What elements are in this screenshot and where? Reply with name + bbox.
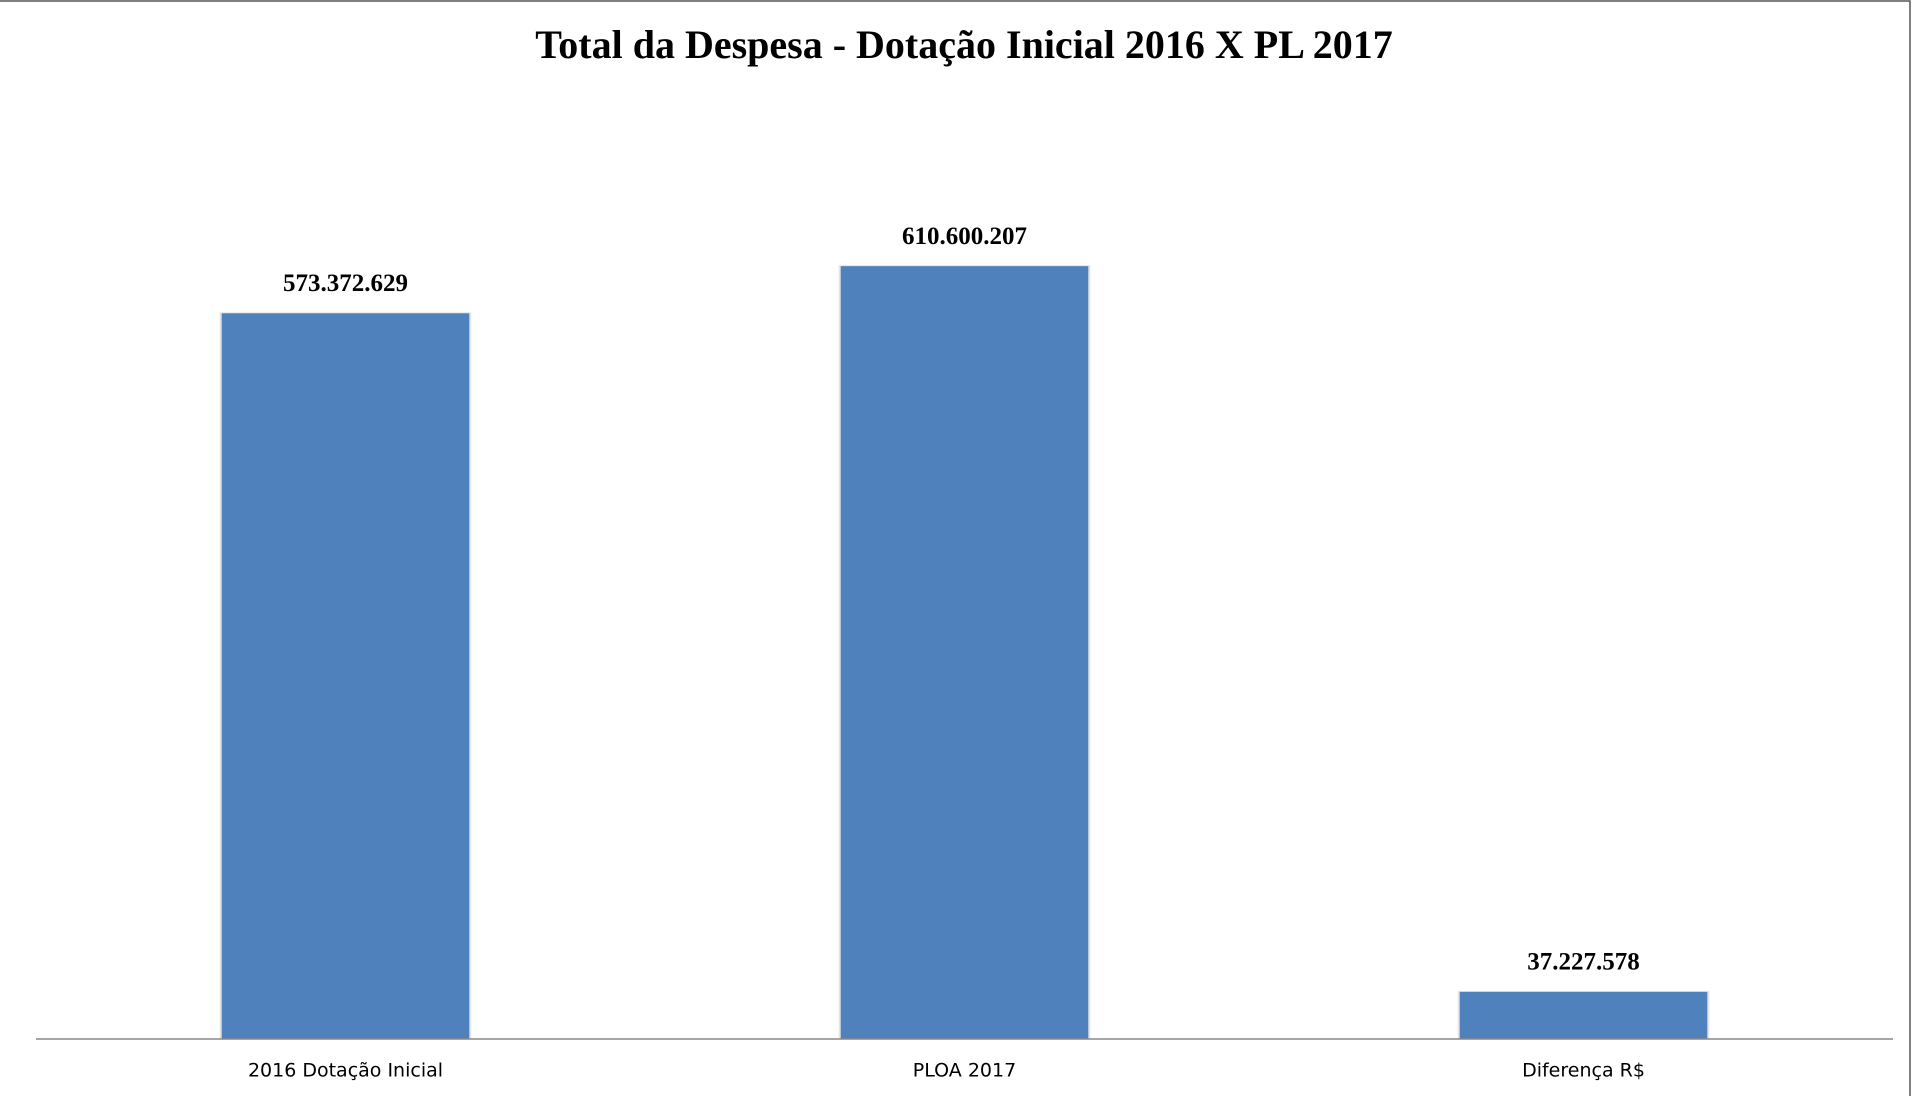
value-label: 37.227.578: [1527, 949, 1640, 976]
value-label: 610.600.207: [902, 223, 1027, 250]
value-label: 573.372.629: [283, 270, 408, 297]
chart-title: Total da Despesa - Dotação Inicial 2016 …: [535, 22, 1392, 67]
bar: [221, 313, 470, 1040]
x-tick-label: 2016 Dotação Inicial: [248, 1060, 443, 1082]
x-tick-label: Diferença R$: [1522, 1060, 1645, 1082]
bar: [840, 266, 1089, 1039]
x-tick-label: PLOA 2017: [913, 1060, 1016, 1082]
bar: [1459, 991, 1708, 1039]
